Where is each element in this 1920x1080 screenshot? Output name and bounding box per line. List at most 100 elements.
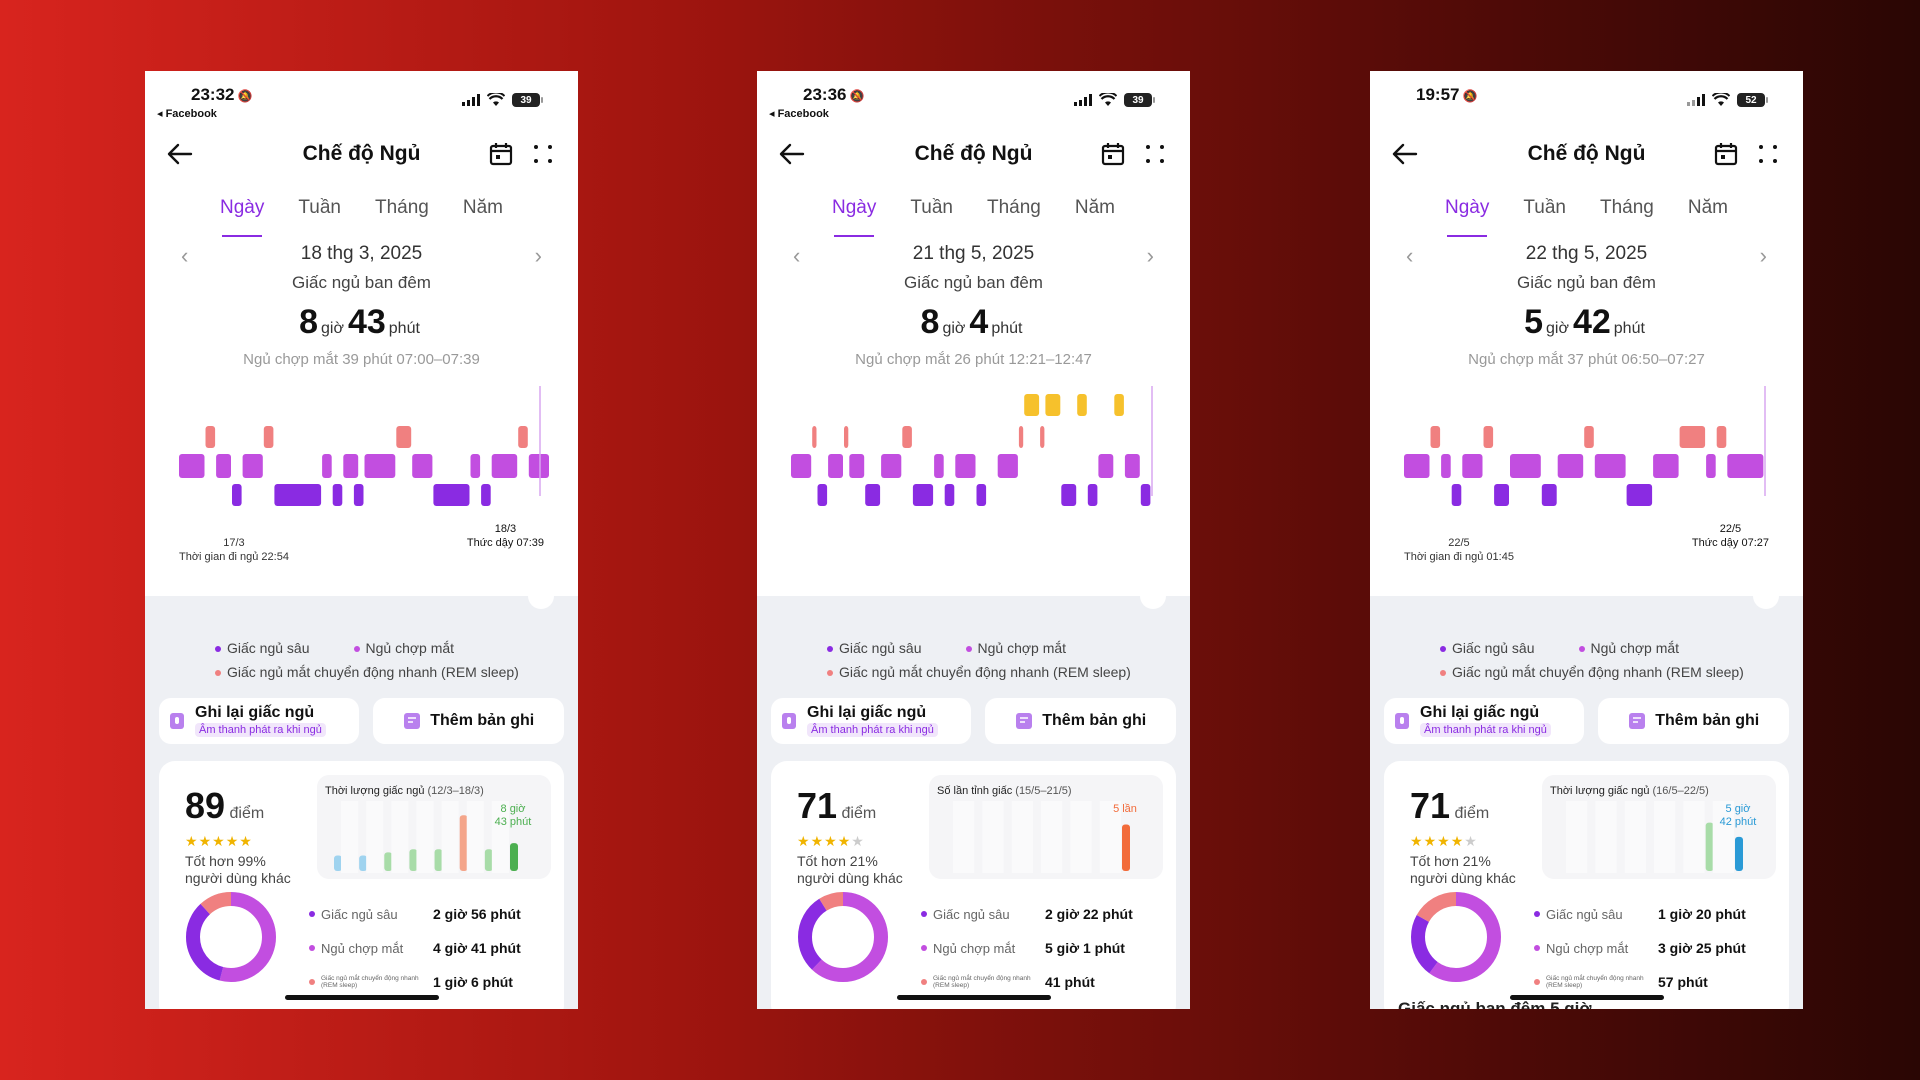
duration-minutes: 43 bbox=[347, 303, 386, 341]
chevron-left-icon[interactable]: ‹ bbox=[1406, 243, 1414, 268]
star-icon: ★ bbox=[810, 833, 825, 849]
stage-segment bbox=[976, 484, 987, 506]
mini-trend-chart[interactable]: Số lần tỉnh giấc (15/5–21/5) 5 lần bbox=[929, 775, 1163, 879]
night-sleep-label: Giấc ngủ ban đêm bbox=[1517, 273, 1656, 292]
mini-bar bbox=[409, 849, 418, 871]
action-buttons: Ghi lại giấc ngủ Âm thanh phát ra khi ngủ… bbox=[1384, 698, 1789, 744]
scroll-handle[interactable] bbox=[1753, 583, 1779, 609]
mini-bar bbox=[1705, 822, 1714, 871]
mini-chart-highlight: 5 lần bbox=[1113, 803, 1137, 815]
mini-trend-chart[interactable]: Thời lượng giấc ngủ (12/3–18/3) 8 giờ 43… bbox=[317, 775, 551, 879]
date-navigator: ‹ 22 thg 5, 2025 › bbox=[1370, 231, 1803, 271]
home-indicator[interactable] bbox=[1510, 995, 1664, 1000]
record-sub-label: Âm thanh phát ra khi ngủ bbox=[195, 722, 326, 737]
stage-segment bbox=[433, 484, 470, 506]
chevron-left-icon[interactable]: ‹ bbox=[793, 243, 801, 268]
more-options-icon[interactable] bbox=[1142, 141, 1168, 167]
deep-dot-icon bbox=[1440, 646, 1446, 653]
more-options-icon[interactable] bbox=[530, 141, 556, 167]
sleep-stage-chart: 22/5 Thời gian đi ngủ 01:45 22/5 Thức dậy … bbox=[1370, 376, 1803, 576]
back-to-app-link[interactable]: ◂ Facebook bbox=[769, 108, 829, 120]
calendar-icon[interactable] bbox=[1713, 141, 1739, 167]
star-icon: ★ bbox=[1464, 833, 1478, 849]
chevron-right-icon[interactable]: › bbox=[534, 243, 542, 268]
tab-day[interactable]: Ngày bbox=[220, 197, 264, 237]
stage-segment bbox=[1087, 484, 1098, 506]
period-tabs: Ngày Tuần Tháng Năm bbox=[145, 183, 578, 237]
scroll-handle[interactable] bbox=[1140, 583, 1166, 609]
back-arrow-icon[interactable] bbox=[1390, 139, 1420, 169]
sleep-score-card[interactable]: 71 điểm ★★★★★ Tốt hơn 21% người dùng khác… bbox=[1384, 761, 1789, 1009]
star-rating: ★★★★★ bbox=[1410, 833, 1478, 850]
stage-breakdown: Giấc ngủ sâu 1 giờ 20 phút Ngủ chợp mắt 3 … bbox=[1534, 897, 1746, 999]
sleep-score-card[interactable]: 71 điểm ★★★★★ Tốt hơn 21% người dùng khác… bbox=[771, 761, 1176, 1009]
stage-name: Giấc ngủ mắt chuyển động nhanh (REM slee… bbox=[933, 975, 1031, 989]
add-record-button[interactable]: Thêm bản ghi bbox=[372, 698, 564, 744]
duration-minutes: 42 bbox=[1572, 303, 1611, 341]
stage-segment bbox=[491, 454, 518, 478]
add-record-button[interactable]: Thêm bản ghi bbox=[1597, 698, 1789, 744]
star-icon: ★ bbox=[225, 833, 240, 849]
tab-year[interactable]: Năm bbox=[462, 197, 503, 218]
tab-week[interactable]: Tuần bbox=[298, 197, 341, 218]
tab-month[interactable]: Tháng bbox=[986, 197, 1041, 218]
more-options-icon[interactable] bbox=[1755, 141, 1781, 167]
stage-segment bbox=[812, 426, 817, 448]
tab-day[interactable]: Ngày bbox=[1445, 197, 1489, 237]
stage-segment bbox=[1462, 454, 1483, 478]
home-indicator[interactable] bbox=[897, 995, 1051, 1000]
other-users-text: người dùng khác bbox=[797, 870, 903, 886]
star-icon: ★ bbox=[239, 833, 253, 849]
tab-year[interactable]: Năm bbox=[1687, 197, 1728, 218]
scroll-handle[interactable] bbox=[528, 583, 554, 609]
record-sleep-button[interactable]: Ghi lại giấc ngủ Âm thanh phát ra khi ngủ bbox=[1384, 698, 1584, 744]
deep-dot-icon bbox=[921, 911, 927, 917]
status-time: 19:57 bbox=[1416, 85, 1460, 104]
back-to-app-link[interactable]: ◂ Facebook bbox=[157, 108, 217, 120]
note-edit-icon bbox=[1016, 713, 1033, 729]
chevron-left-icon[interactable]: ‹ bbox=[181, 243, 189, 268]
stage-name: Giấc ngủ sâu bbox=[933, 906, 1010, 922]
stage-segment bbox=[1140, 484, 1151, 506]
stage-segment bbox=[412, 454, 433, 478]
back-arrow-icon[interactable] bbox=[165, 139, 195, 169]
tab-month[interactable]: Tháng bbox=[374, 197, 429, 218]
tab-month[interactable]: Tháng bbox=[1599, 197, 1654, 218]
home-indicator[interactable] bbox=[285, 995, 439, 1000]
calendar-icon[interactable] bbox=[1100, 141, 1126, 167]
tab-day[interactable]: Ngày bbox=[832, 197, 876, 237]
rem-dot-icon bbox=[827, 670, 833, 677]
record-sleep-button[interactable]: Ghi lại giấc ngủ Âm thanh phát ra khi ngủ bbox=[771, 698, 971, 744]
mic-note-icon bbox=[170, 713, 184, 729]
tab-week[interactable]: Tuần bbox=[1523, 197, 1566, 218]
stage-segment bbox=[528, 454, 549, 478]
chevron-right-icon[interactable]: › bbox=[1146, 243, 1154, 268]
stage-breakdown: Giấc ngủ sâu 2 giờ 56 phút Ngủ chợp mắt 4 … bbox=[309, 897, 521, 999]
tab-week[interactable]: Tuần bbox=[910, 197, 953, 218]
bell-mute-icon: 🔕 bbox=[849, 89, 865, 103]
add-record-label: Thêm bản ghi bbox=[430, 712, 535, 729]
mini-trend-chart[interactable]: Thời lượng giấc ngủ (16/5–22/5) 5 giờ 42… bbox=[1542, 775, 1776, 879]
stage-row-rem: Giấc ngủ mắt chuyển động nhanh (REM slee… bbox=[921, 965, 1133, 999]
mini-bar bbox=[434, 849, 443, 871]
legend-deep: Giấc ngủ sâu bbox=[1452, 640, 1535, 656]
stage-value: 2 giờ 22 phút bbox=[1045, 906, 1133, 922]
tab-year[interactable]: Năm bbox=[1074, 197, 1115, 218]
deep-dot-icon bbox=[309, 911, 315, 917]
chevron-right-icon[interactable]: › bbox=[1759, 243, 1767, 268]
record-sleep-button[interactable]: Ghi lại giấc ngủ Âm thanh phát ra khi ngủ bbox=[159, 698, 359, 744]
stage-name: Giấc ngủ mắt chuyển động nhanh (REM slee… bbox=[321, 975, 419, 989]
sleep-duration: 8 giờ 43 phút bbox=[145, 303, 578, 345]
stage-value: 41 phút bbox=[1045, 974, 1095, 990]
star-icon: ★ bbox=[1450, 833, 1465, 849]
sleep-score-card[interactable]: 89 điểm ★★★★★ Tốt hơn 99% người dùng khác… bbox=[159, 761, 564, 1009]
stage-row-light: Ngủ chợp mắt 5 giờ 1 phút bbox=[921, 931, 1133, 965]
light-dot-icon bbox=[1578, 646, 1585, 653]
add-record-button[interactable]: Thêm bản ghi bbox=[984, 698, 1176, 744]
rem-dot-icon bbox=[1534, 979, 1540, 985]
calendar-icon[interactable] bbox=[488, 141, 514, 167]
rem-dot-icon bbox=[309, 979, 315, 985]
mic-note-icon bbox=[1395, 713, 1409, 729]
back-arrow-icon[interactable] bbox=[777, 139, 807, 169]
score-unit: điểm bbox=[841, 805, 877, 822]
